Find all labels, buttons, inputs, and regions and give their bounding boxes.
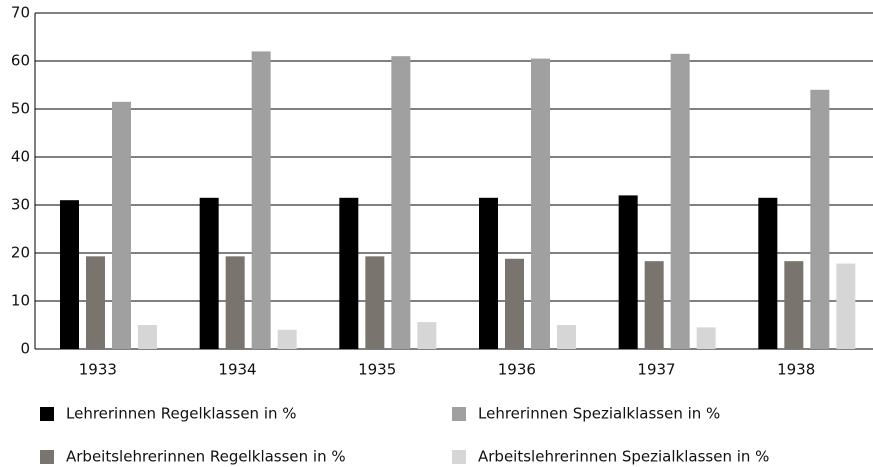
bar (531, 58, 550, 349)
bar (60, 200, 79, 349)
legend-swatch (452, 450, 466, 464)
bar (836, 263, 856, 349)
bar (391, 56, 411, 349)
bar (784, 261, 804, 349)
x-tick-label: 1938 (777, 361, 815, 379)
y-tick-label: 20 (11, 244, 30, 262)
bar (277, 329, 297, 349)
bar (479, 197, 498, 349)
x-tick-label: 1935 (358, 361, 396, 379)
bar (251, 51, 271, 350)
bar (199, 197, 219, 349)
y-tick-label: 0 (20, 340, 30, 358)
legend-swatch (40, 450, 54, 464)
bar (86, 256, 105, 349)
bar (417, 322, 437, 349)
legend-label: Arbeitslehrerinnen Regelklassen in % (66, 448, 346, 466)
bar (670, 53, 690, 350)
bar (112, 101, 131, 349)
legend-swatch (452, 407, 466, 421)
x-tick-label: 1937 (637, 361, 675, 379)
y-tick-label: 40 (11, 148, 30, 166)
y-tick-label: 50 (11, 100, 30, 118)
bar (225, 256, 245, 349)
y-tick-label: 30 (11, 196, 30, 214)
bar (758, 197, 778, 349)
legend-swatch (40, 407, 54, 421)
bar (618, 195, 638, 349)
x-tick-label: 1934 (218, 361, 256, 379)
bar (339, 197, 359, 349)
bar (505, 258, 524, 349)
x-tick-label: 1936 (498, 361, 536, 379)
y-tick-label: 70 (11, 4, 30, 22)
y-tick-label: 60 (11, 52, 30, 70)
bar (138, 325, 157, 349)
legend-label: Lehrerinnen Regelklassen in % (66, 405, 297, 423)
bar (365, 256, 385, 349)
y-tick-label: 10 (11, 292, 30, 310)
bar (696, 327, 716, 349)
legend-label: Arbeitslehrerinnen Spezialklassen in % (478, 448, 769, 466)
x-tick-label: 1933 (79, 361, 117, 379)
bar (810, 89, 830, 350)
bar (644, 261, 664, 349)
legend-label: Lehrerinnen Spezialklassen in % (478, 405, 720, 423)
bar (557, 325, 576, 349)
